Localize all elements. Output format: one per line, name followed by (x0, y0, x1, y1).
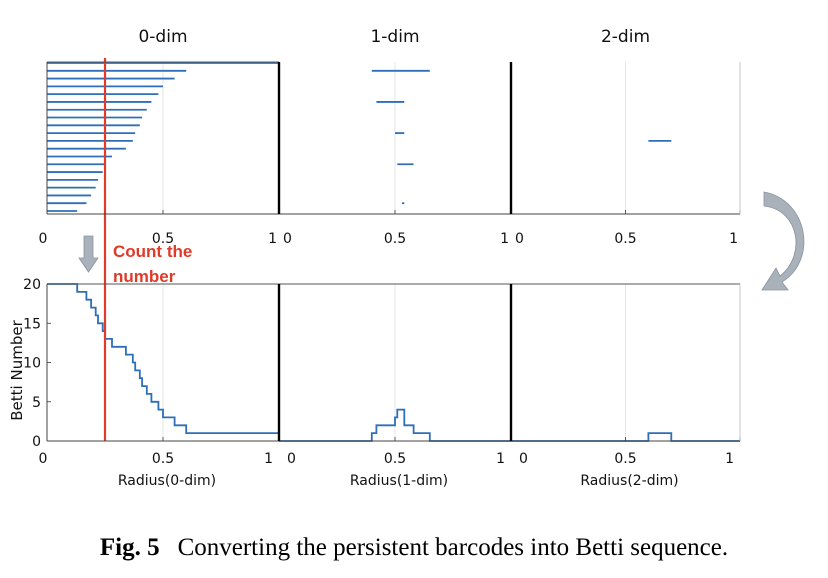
betti-0dim-ytick-label: 10 (23, 356, 41, 372)
barcode-0-dim-tick-label: 0 (39, 231, 48, 247)
curved-arrow-icon (761, 191, 805, 291)
betti-0dim-xtick-label: 0.5 (152, 451, 174, 467)
barcode-1-dim-tick-label: 0 (283, 231, 292, 247)
betti-0dim-xtick-label: 1 (264, 451, 273, 467)
barcode-2-dim-tick-label: 0 (515, 231, 524, 247)
betti-0dim-ytick-label: 15 (23, 316, 41, 332)
annotation-line-2: number (113, 267, 176, 286)
barcode-2-dim-tick-label: 1 (729, 231, 738, 247)
barcode-1-dim-tick-label: 1 (500, 231, 509, 247)
betti-0dim-xlabel: Radius(0-dim) (118, 473, 216, 489)
barcode-1-dim-title: 1-dim (370, 27, 419, 47)
betti-0dim-ytick-label: 0 (32, 434, 41, 450)
betti-2dim-xlabel: Radius(2-dim) (580, 473, 678, 489)
caption-label: Fig. 5 (99, 534, 160, 561)
down-arrow-icon (78, 235, 99, 273)
betti-1dim-xtick-label: 1 (496, 451, 505, 467)
annotation-line-1: Count the (113, 242, 192, 261)
betti-1dim-xtick-label: 0.5 (384, 451, 406, 467)
caption-text: Converting the persistent barcodes into … (177, 534, 729, 561)
betti-0dim-xtick-label: 0 (39, 451, 48, 467)
betti-0dim-ytick-label: 5 (32, 395, 41, 411)
betti-2dim-xtick-label: 0 (519, 451, 528, 467)
betti-1dim-xtick-label: 0 (287, 451, 296, 467)
betti-ylabel: Betti Number (8, 319, 26, 420)
barcode-2-dim-tick-label: 0.5 (614, 231, 636, 247)
barcode-2-dim-title: 2-dim (601, 27, 650, 47)
barcode-0-dim-tick-label: 1 (268, 231, 277, 247)
betti-0dim-series-line (47, 283, 279, 434)
betti-0dim-ytick-label: 20 (23, 277, 41, 293)
betti-1dim-xlabel: Radius(1-dim) (350, 473, 448, 489)
betti-1dim-series-line (279, 408, 511, 442)
barcode-1-dim-tick-label: 0.5 (384, 231, 406, 247)
betti-2dim-xtick-label: 1 (725, 451, 734, 467)
barcode-0-dim-tick-label: 0.5 (152, 231, 174, 247)
betti-2dim-xtick-label: 0.5 (614, 451, 636, 467)
figure-caption: Fig. 5 Converting the persistent barcodes… (0, 534, 828, 562)
barcode-0-dim-title: 0-dim (138, 27, 187, 47)
